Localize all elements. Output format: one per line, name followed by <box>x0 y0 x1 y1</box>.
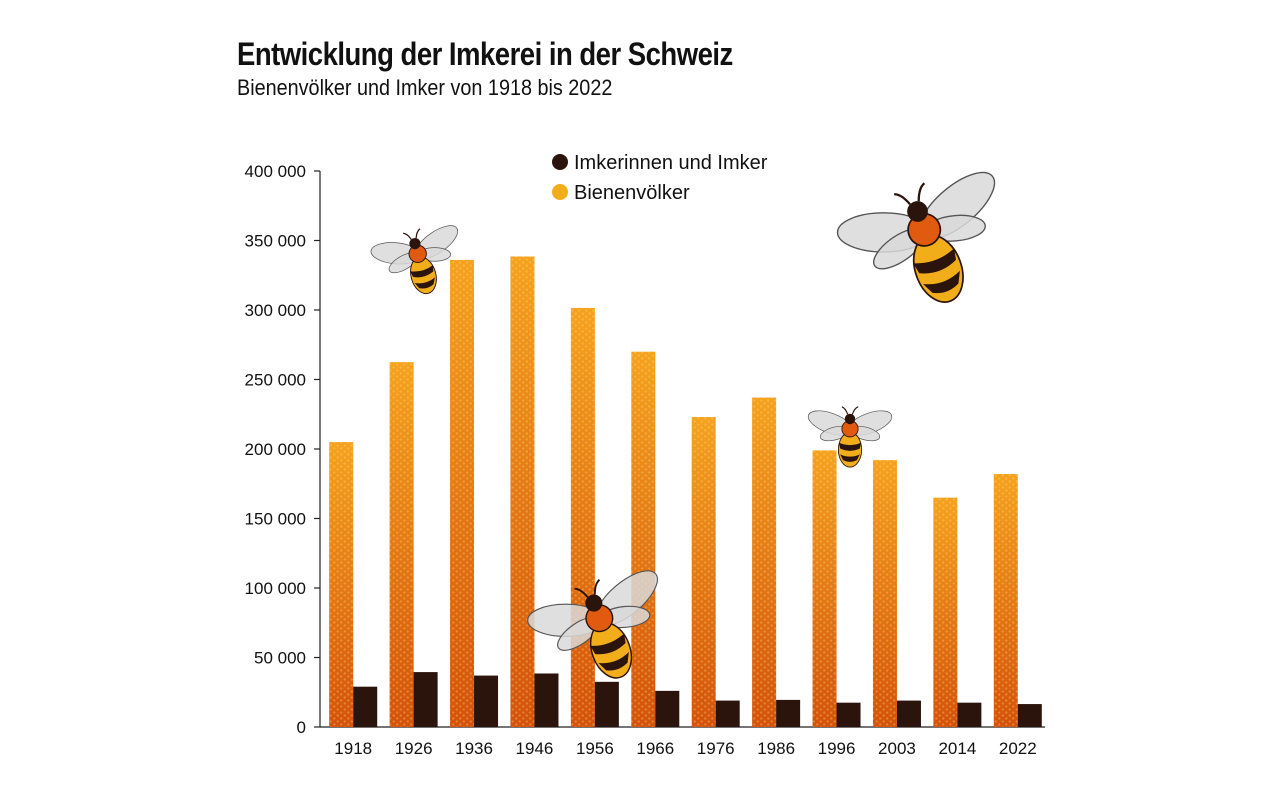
y-tick-label: 250 000 <box>245 371 306 390</box>
x-tick-label: 1996 <box>818 739 856 758</box>
x-tick-label: 1966 <box>636 739 674 758</box>
legend-swatch-0 <box>552 154 568 170</box>
bar-texture <box>993 474 1018 727</box>
y-tick-label: 350 000 <box>245 232 306 251</box>
x-tick-label: 1986 <box>757 739 795 758</box>
x-tick-label: 1946 <box>516 739 554 758</box>
y-tick-label: 300 000 <box>245 301 306 320</box>
bar-imker-1996 <box>836 702 861 727</box>
bar-imker-1918 <box>353 686 378 727</box>
x-tick-label: 1976 <box>697 739 735 758</box>
bar-texture <box>752 397 777 727</box>
bee-illustration-icon <box>823 155 1035 333</box>
bar-imker-2022 <box>1017 704 1042 727</box>
legend-label-1: Bienenvölker <box>574 182 690 204</box>
y-tick-label: 100 000 <box>245 579 306 598</box>
bar-imker-1976 <box>715 700 740 727</box>
bar-imker-1966 <box>655 690 680 727</box>
bar-imker-1956 <box>594 681 619 727</box>
y-tick-label: 200 000 <box>245 440 306 459</box>
x-tick-label: 2022 <box>999 739 1037 758</box>
bar-texture <box>329 442 354 727</box>
bar-texture <box>872 460 897 727</box>
bar-imker-1936 <box>474 675 499 727</box>
bar-texture <box>812 450 837 727</box>
bar-imker-2003 <box>896 700 921 727</box>
bar-imker-1986 <box>776 699 801 727</box>
x-tick-label: 2003 <box>878 739 916 758</box>
bar-texture <box>389 362 414 727</box>
x-tick-label: 1926 <box>395 739 433 758</box>
bar-texture <box>570 307 595 727</box>
legend-swatch-1 <box>552 184 568 200</box>
chart-title: Entwicklung der Imkerei in der Schweiz <box>237 36 733 72</box>
bar-texture <box>450 259 475 727</box>
y-tick-label: 150 000 <box>245 510 306 529</box>
chart-subtitle: Bienenvölker und Imker von 1918 bis 2022 <box>237 75 613 100</box>
x-tick-label: 1956 <box>576 739 614 758</box>
bar-texture <box>933 497 958 727</box>
x-tick-label: 2014 <box>938 739 976 758</box>
bar-imker-1926 <box>413 672 438 727</box>
x-tick-label: 1918 <box>334 739 372 758</box>
bar-texture <box>631 351 656 727</box>
legend-label-0: Imkerinnen und Imker <box>574 152 768 174</box>
bar-texture <box>510 256 535 727</box>
bar-texture <box>691 417 716 727</box>
bar-imker-2014 <box>957 702 982 727</box>
bar-imker-1946 <box>534 673 559 727</box>
y-tick-label: 400 000 <box>245 162 306 181</box>
x-tick-label: 1936 <box>455 739 493 758</box>
y-tick-label: 50 000 <box>254 649 306 668</box>
y-tick-label: 0 <box>297 718 306 737</box>
